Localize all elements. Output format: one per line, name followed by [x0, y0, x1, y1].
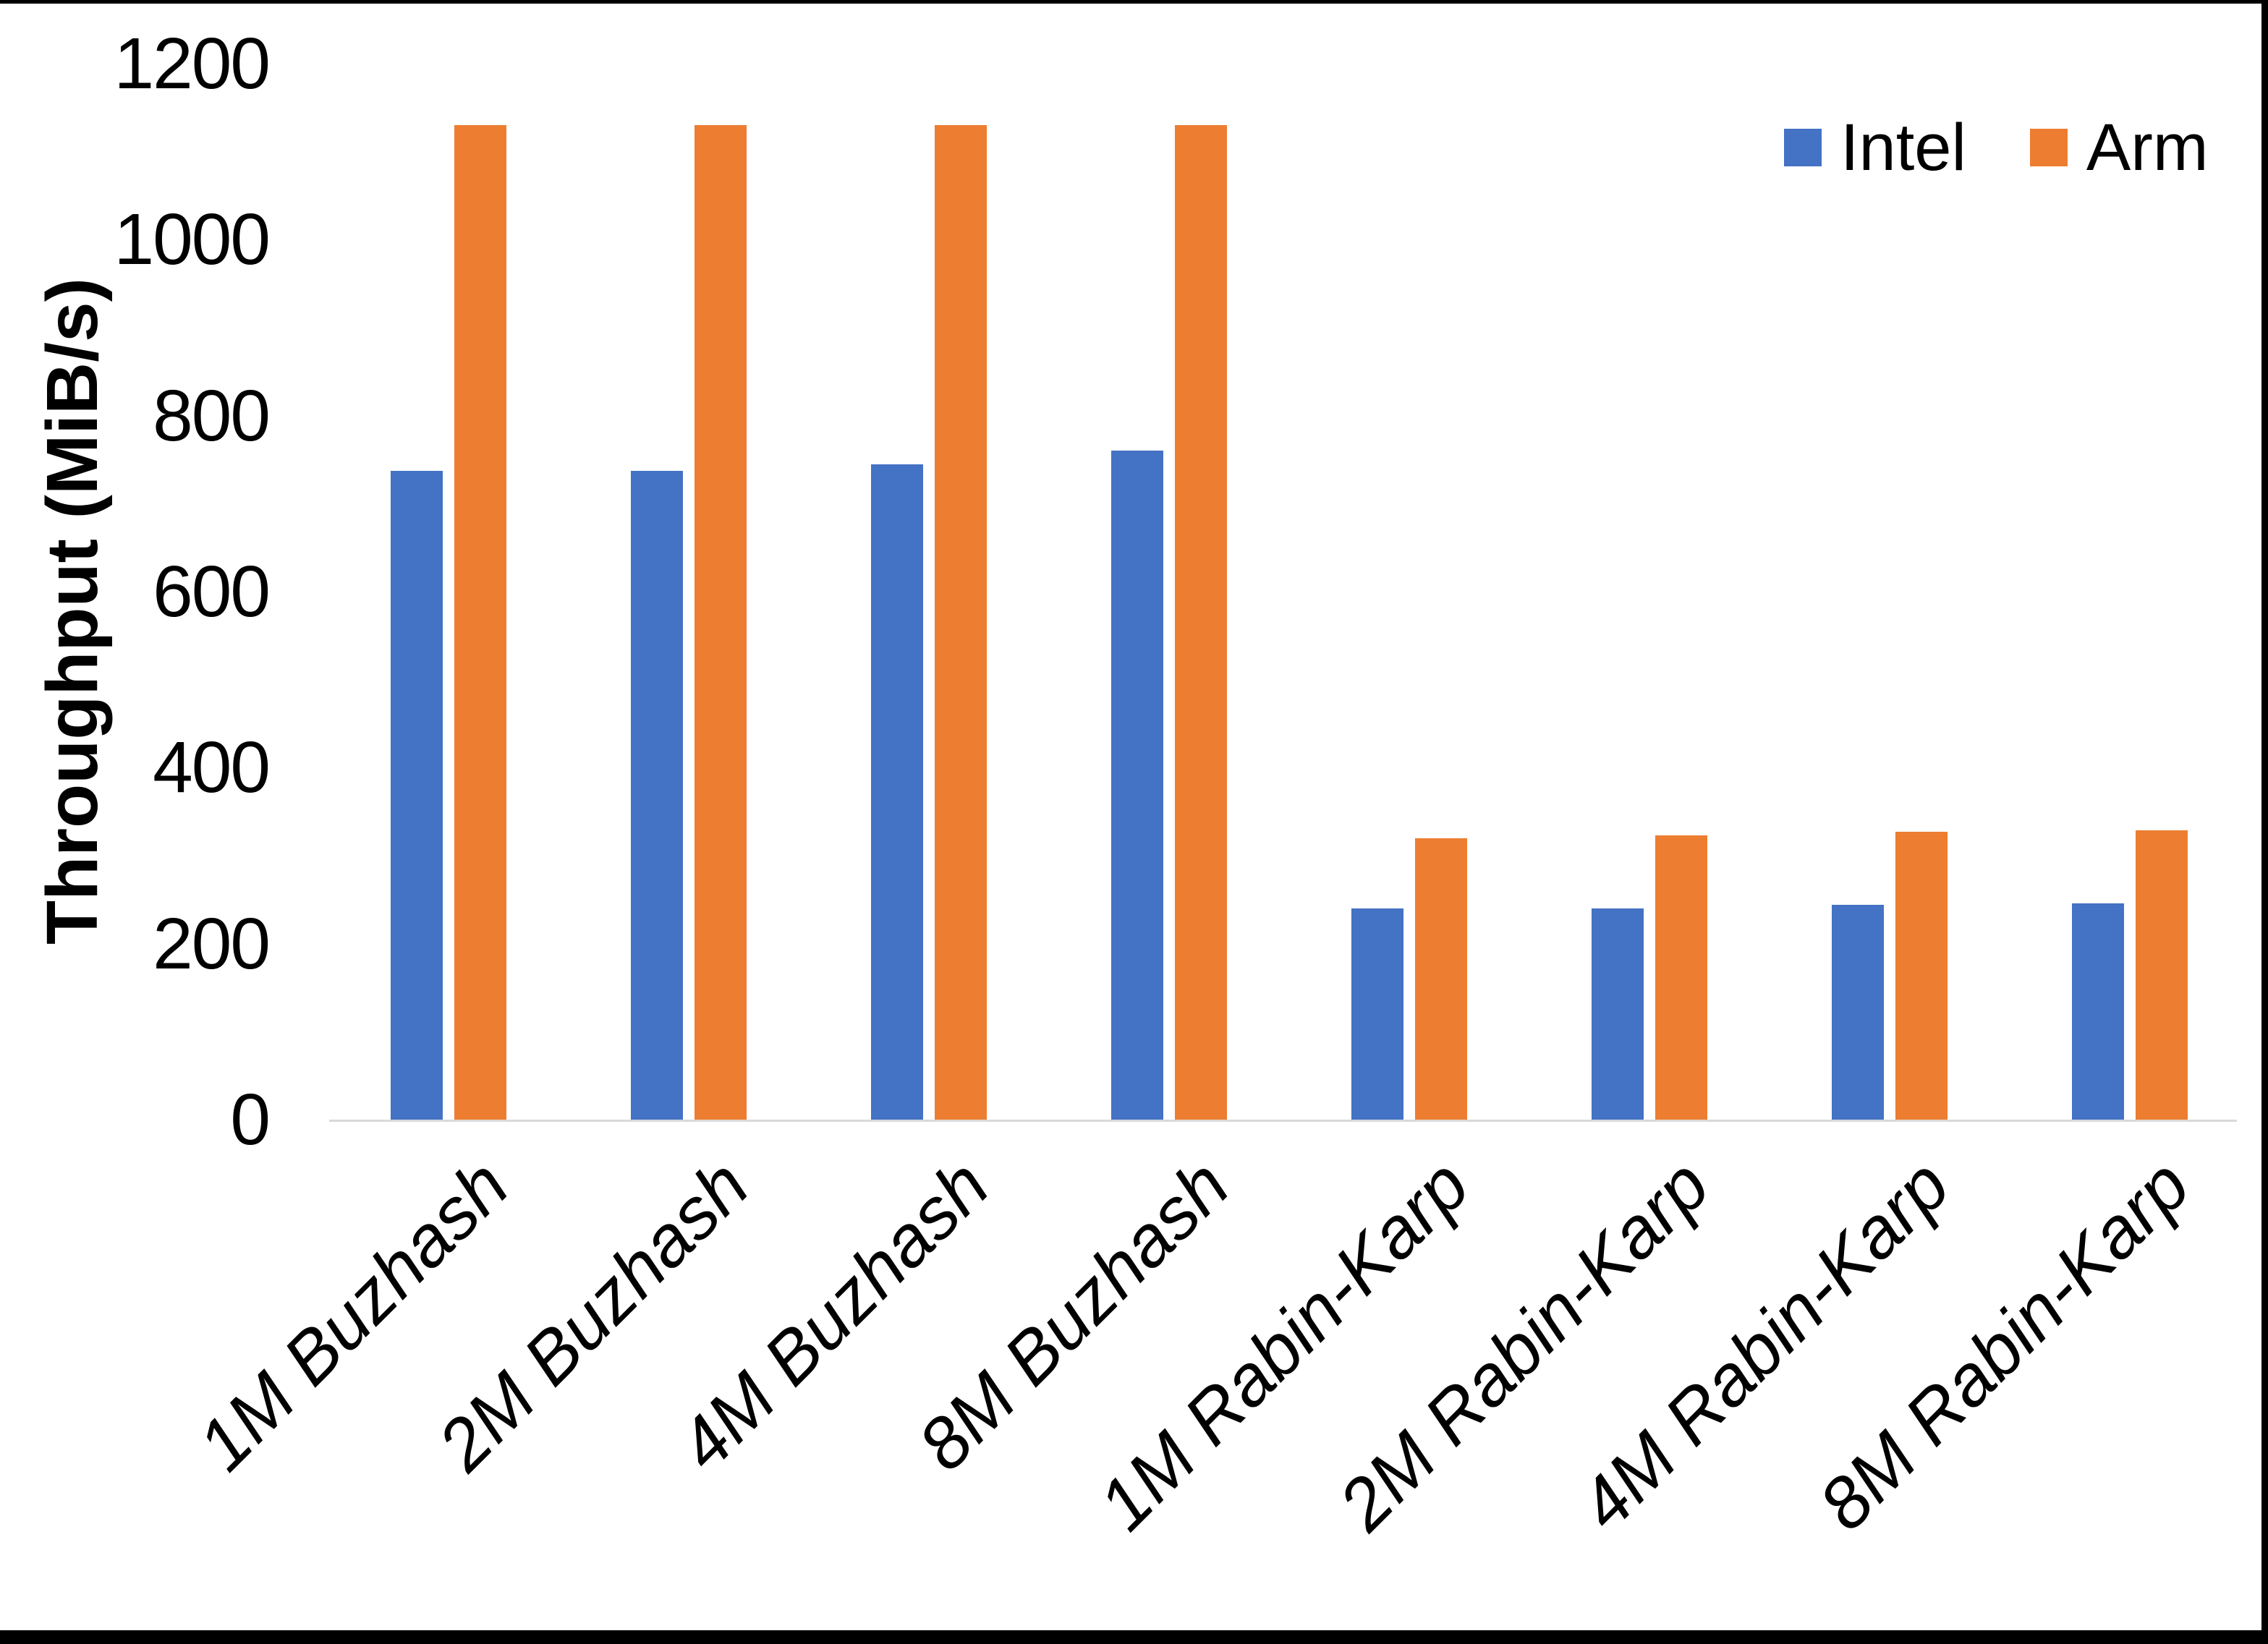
- frame-border-bottom: [0, 1630, 2268, 1644]
- frame-border-right: [2261, 0, 2268, 1644]
- legend-label-intel: Intel: [1840, 111, 1966, 184]
- legend-item-intel: Intel: [1784, 114, 1966, 181]
- y-tick-1200: 1200: [114, 23, 271, 104]
- arm-swatch-icon: [2029, 129, 2068, 166]
- legend-item-arm: Arm: [2029, 111, 2209, 184]
- bar-intel-8m-buzhash: [1111, 451, 1163, 1120]
- frame-border-top: [0, 0, 2268, 4]
- bar-arm-8m-buzhash: [1175, 125, 1227, 1120]
- bar-intel-4m-buzhash: [871, 464, 923, 1120]
- bar-arm-1m-rabin-karp: [1415, 838, 1467, 1120]
- bar-arm-1m-buzhash: [454, 125, 506, 1120]
- bar-arm-4m-buzhash: [935, 125, 987, 1120]
- bar-arm-8m-rabin-karp: [2136, 830, 2188, 1120]
- y-tick-600: 600: [153, 551, 271, 632]
- bar-arm-4m-rabin-karp: [1895, 832, 1948, 1120]
- bar-arm-2m-buzhash: [695, 125, 747, 1120]
- bar-arm-2m-rabin-karp: [1655, 835, 1707, 1120]
- x-axis-line: [329, 1120, 2237, 1122]
- y-tick-1000: 1000: [114, 199, 271, 281]
- y-tick-800: 800: [153, 375, 271, 456]
- legend: Intel Arm: [1784, 108, 2209, 187]
- y-tick-200: 200: [153, 903, 271, 984]
- legend-label-arm: Arm: [2086, 111, 2209, 184]
- intel-swatch-icon: [1784, 129, 1822, 166]
- bar-intel-1m-buzhash: [391, 471, 443, 1120]
- bar-intel-2m-rabin-karp: [1592, 908, 1644, 1120]
- bar-intel-4m-rabin-karp: [1832, 905, 1884, 1120]
- bar-intel-8m-rabin-karp: [2072, 903, 2124, 1120]
- y-tick-400: 400: [153, 727, 271, 809]
- bar-intel-2m-buzhash: [631, 471, 683, 1120]
- bar-intel-1m-rabin-karp: [1351, 908, 1403, 1120]
- y-tick-0: 0: [230, 1079, 271, 1160]
